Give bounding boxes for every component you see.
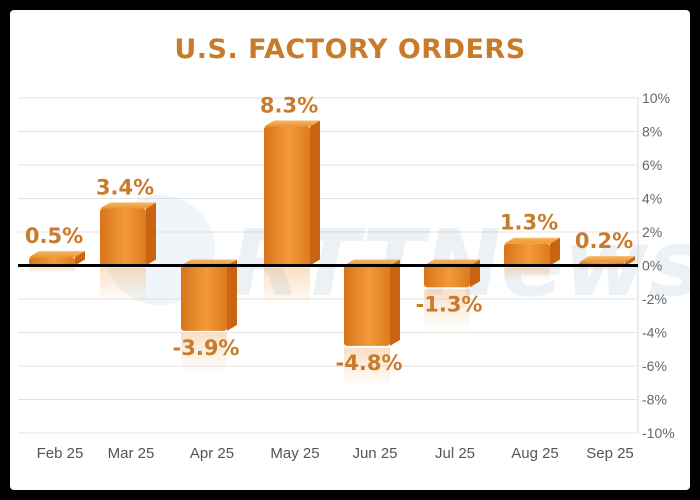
y-axis-ticks: 10% 8% 6% 4% 2% 0% -2% -4% -6% -8% -10% [642, 90, 675, 441]
bar-top [100, 202, 156, 209]
bar-top [264, 120, 320, 127]
bar-front [264, 126, 310, 266]
x-tick-label: Feb 25 [37, 445, 84, 462]
y-tick-label: 8% [642, 124, 662, 140]
bar-side [227, 259, 237, 331]
bar-front [504, 243, 550, 266]
bar-reflection [100, 267, 146, 302]
bar-side [146, 202, 156, 266]
bar-front [344, 265, 390, 346]
x-tick-label: Sep 25 [586, 445, 634, 462]
bar-top [504, 237, 560, 244]
bars [29, 120, 635, 346]
chart-svg: RTTNews 0.5%3.4%-3.9%8.3%-4.8%-1.3%1.3%0… [18, 90, 690, 462]
y-tick-label: 4% [642, 191, 662, 207]
bar-front [29, 257, 75, 266]
bar [424, 259, 480, 288]
bar-reflection [29, 267, 75, 273]
value-label: -4.8% [336, 351, 403, 375]
bar-reflection [181, 332, 227, 373]
value-label: 3.4% [96, 176, 154, 200]
y-tick-label: 2% [642, 224, 662, 240]
value-label: 0.5% [25, 224, 83, 248]
gridlines [18, 97, 639, 434]
bar-front [100, 208, 146, 266]
x-tick-label: Apr 25 [190, 445, 234, 462]
y-tick-label: -4% [642, 325, 667, 341]
value-label: 8.3% [260, 93, 318, 117]
bar-top [29, 251, 85, 258]
bar-front [424, 265, 470, 288]
y-tick-label: -6% [642, 358, 667, 374]
bar-reflection [579, 267, 625, 270]
bar [29, 251, 85, 266]
x-tick-label: Aug 25 [511, 445, 559, 462]
bar-side [390, 259, 400, 346]
bar-reflection [424, 289, 470, 330]
bar-side [75, 251, 85, 266]
y-tick-label: -8% [642, 392, 667, 408]
bar [100, 202, 156, 266]
value-labels: 0.5% 3.4% -3.9% 8.3% -4.8% -1.3% 1.3% 0.2% [25, 93, 633, 374]
bar [181, 259, 237, 331]
bar-front [181, 265, 227, 331]
bar-side [625, 256, 635, 267]
value-label: 1.3% [500, 211, 558, 235]
x-axis-ticks: Feb 25 Mar 25 Apr 25 May 25 Jun 25 Jul 25 Aug … [37, 445, 634, 462]
bar [344, 259, 400, 346]
bar-reflections [29, 267, 625, 388]
chart-title: U.S. FACTORY ORDERS [174, 34, 526, 65]
bar [504, 237, 560, 266]
value-label: 0.2% [575, 229, 633, 253]
x-tick-label: Mar 25 [108, 445, 155, 462]
bar [264, 120, 320, 266]
x-tick-label: Jul 25 [435, 445, 475, 462]
bar-side [310, 120, 320, 266]
bar-reflection [344, 347, 390, 388]
chart-frame: U.S. FACTORY ORDERS RTTNews 0.5%3.4 [10, 10, 690, 490]
value-label: -1.3% [416, 292, 483, 316]
y-tick-label: 10% [642, 90, 670, 106]
bar-side [550, 237, 560, 266]
bar-reflection [504, 267, 550, 281]
x-tick-label: Jun 25 [352, 445, 397, 462]
bar-top [579, 256, 635, 263]
y-tick-label: 6% [642, 157, 662, 173]
y-tick-label: -10% [642, 425, 675, 441]
y-tick-label: -2% [642, 291, 667, 307]
bar-reflection [264, 267, 310, 308]
value-label: -3.9% [173, 336, 240, 360]
x-tick-label: May 25 [270, 445, 319, 462]
y-tick-label: 0% [642, 258, 662, 274]
